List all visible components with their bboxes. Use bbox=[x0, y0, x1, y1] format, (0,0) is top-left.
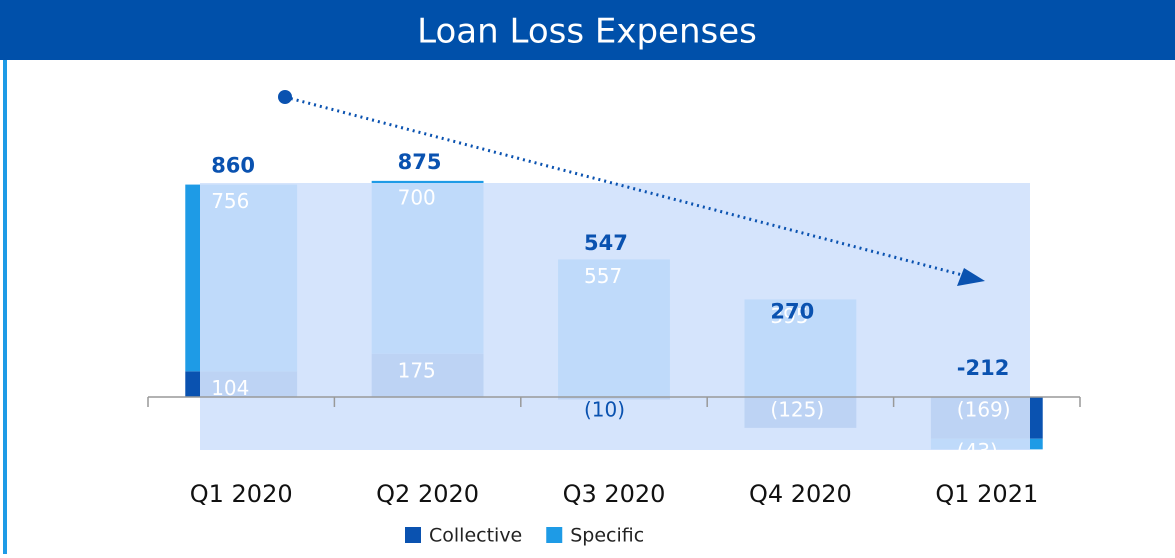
total-label: 875 bbox=[398, 150, 442, 174]
value-label: 395 bbox=[770, 304, 808, 328]
trend-start bbox=[278, 90, 292, 104]
chart-title: Loan Loss Expenses bbox=[417, 12, 757, 52]
value-label: (125) bbox=[770, 398, 824, 422]
total-label: 270 bbox=[770, 299, 814, 323]
value-label: 557 bbox=[584, 264, 622, 288]
left-border bbox=[3, 60, 7, 554]
legend-swatch bbox=[405, 527, 421, 543]
x-tick-label: Q1 2021 bbox=[935, 480, 1038, 508]
legend-swatch bbox=[546, 527, 563, 543]
x-tick-label: Q4 2020 bbox=[749, 480, 852, 508]
value-label: 700 bbox=[398, 185, 436, 209]
value-label: 104 bbox=[211, 376, 249, 400]
x-tick-label: Q2 2020 bbox=[376, 480, 479, 508]
overlay-panel bbox=[200, 183, 1030, 450]
total-label: 547 bbox=[584, 231, 628, 255]
total-label: 860 bbox=[211, 154, 255, 178]
x-tick-label: Q1 2020 bbox=[190, 480, 293, 508]
legend-label: Collective bbox=[429, 525, 522, 547]
header-bar bbox=[0, 0, 1175, 60]
trend-arrow bbox=[284, 95, 971, 279]
value-label: 756 bbox=[211, 189, 249, 213]
value-label: 175 bbox=[398, 358, 436, 382]
trend-arrowhead bbox=[957, 268, 985, 286]
legend-label: Specific bbox=[570, 525, 644, 547]
value-label: (169) bbox=[957, 398, 1011, 422]
value-label: (43) bbox=[957, 439, 998, 463]
total-label: -212 bbox=[957, 356, 1010, 380]
value-label: (10) bbox=[584, 398, 625, 422]
x-tick-label: Q3 2020 bbox=[563, 480, 666, 508]
